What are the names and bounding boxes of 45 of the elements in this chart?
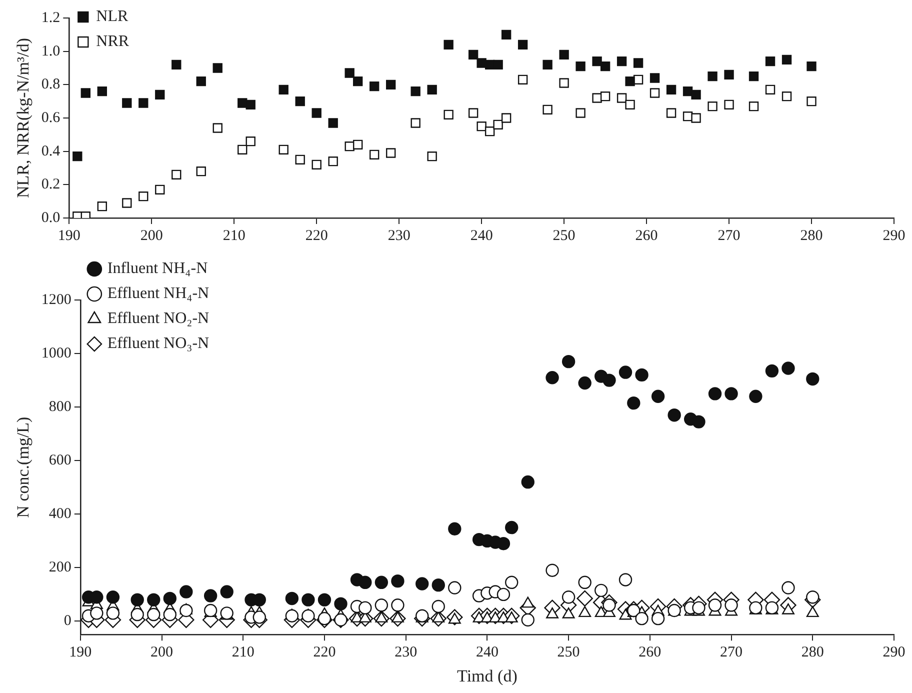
- x-tick-label: 240: [470, 228, 493, 244]
- x-tick-label: 200: [150, 644, 174, 661]
- x-tick-label: 270: [720, 644, 743, 661]
- y-tick-label: 800: [48, 399, 72, 416]
- x-tick-label: 240: [476, 644, 498, 661]
- legend-label: Effluent NO₃-N: [107, 335, 210, 352]
- x-tick-label: 280: [801, 644, 824, 661]
- x-tick-label: 220: [305, 228, 328, 244]
- y-tick-label: 1.0: [41, 43, 60, 60]
- y-tick-label: 0.0: [41, 210, 60, 226]
- legend-label: Effluent NO₂-N: [107, 310, 210, 328]
- legend-label: Influent NH₄-N: [107, 260, 208, 278]
- x-tick-label: 290: [882, 644, 906, 661]
- y-tick-label: 1200: [41, 292, 72, 308]
- x-tick-label: 260: [638, 644, 662, 661]
- y-axis-title: NLR, NRR(kg-N/m³/d): [14, 38, 33, 198]
- y-tick-label: 0: [64, 613, 72, 630]
- y-tick-label: 1000: [41, 345, 72, 362]
- y-tick-label: 0.4: [41, 143, 61, 160]
- y-tick-label: 200: [48, 560, 72, 576]
- x-tick-label: 270: [718, 228, 740, 244]
- legend-label: NLR: [96, 8, 128, 26]
- x-tick-label: 230: [388, 228, 410, 244]
- x-tick-label: 250: [552, 228, 576, 244]
- y-tick-label: 0.2: [41, 176, 60, 193]
- y-tick-label: 600: [48, 452, 72, 469]
- y-tick-label: 0.6: [41, 110, 61, 126]
- x-tick-label: 190: [69, 644, 92, 661]
- x-tick-label: 200: [140, 228, 163, 244]
- x-tick-label: 280: [800, 228, 823, 244]
- x-axis-title: Timd (d): [457, 666, 518, 686]
- legend-label: NRR: [96, 33, 130, 50]
- x-tick-label: 290: [882, 228, 906, 244]
- x-tick-label: 220: [313, 644, 336, 661]
- y-tick-label: 1.2: [41, 10, 60, 26]
- x-tick-label: 230: [394, 644, 418, 661]
- x-tick-label: 250: [557, 644, 580, 661]
- legend-label: Effluent NH₄-N: [107, 285, 210, 302]
- x-tick-label: 260: [635, 228, 658, 244]
- y-tick-label: 400: [48, 506, 72, 522]
- y-axis-title: N conc.(mg/L): [14, 416, 33, 518]
- x-tick-label: 210: [232, 644, 254, 661]
- x-tick-label: 210: [222, 228, 246, 244]
- x-tick-label: 190: [58, 228, 80, 244]
- y-tick-label: 0.8: [41, 76, 60, 93]
